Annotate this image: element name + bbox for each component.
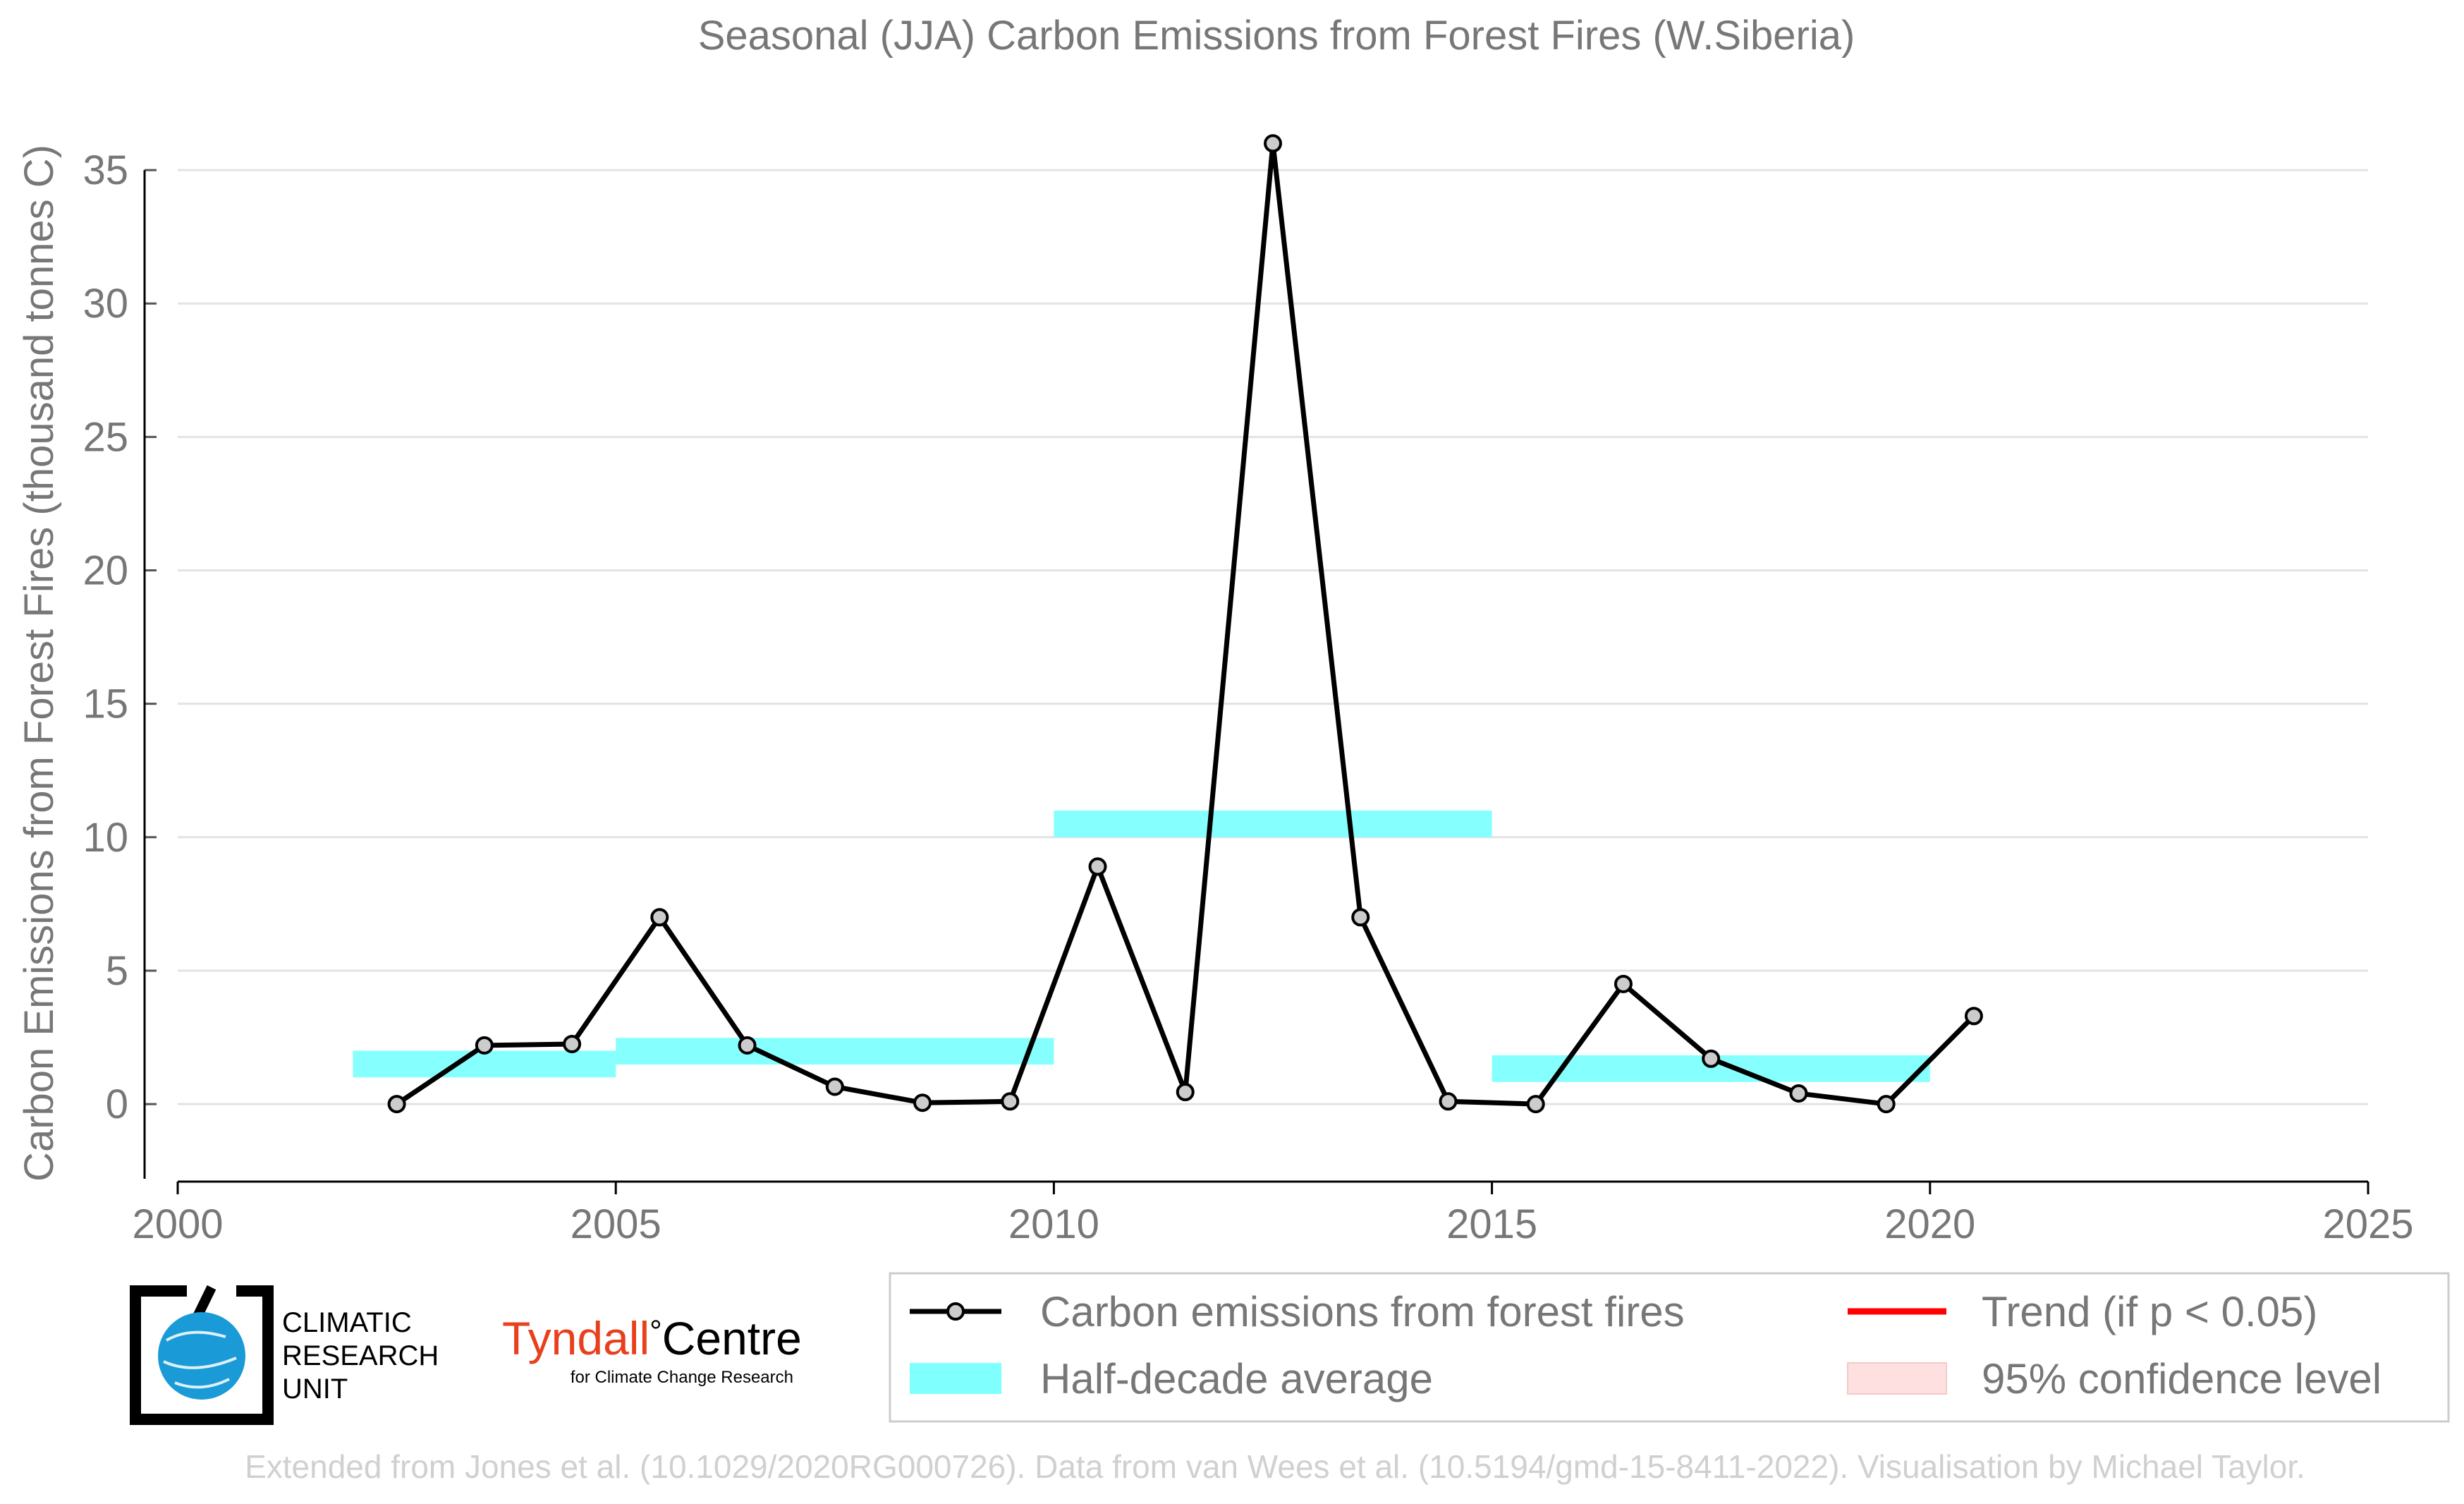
- cru-logo-line3: UNIT: [282, 1373, 348, 1405]
- emissions-point: [1264, 134, 1282, 153]
- emissions-point: [563, 1034, 582, 1053]
- emissions-point: [1702, 1049, 1721, 1068]
- half-decade-average-bar-2: [1054, 810, 1492, 837]
- x-tick-label-2020: 2020: [1884, 1201, 1975, 1247]
- emissions-point: [387, 1095, 406, 1114]
- y-tick-label-35: 35: [83, 147, 128, 193]
- half-decade-average-bar-0: [353, 1050, 616, 1078]
- tyndall-logo: Tyndall°Centre for Climate Change Resear…: [502, 1312, 802, 1387]
- emissions-point: [1001, 1092, 1020, 1111]
- x-tick-label-2000: 2000: [132, 1201, 223, 1247]
- globe-icon-swirl: [163, 1330, 237, 1389]
- y-tick-label-20: 20: [83, 548, 128, 594]
- emissions-point: [1351, 908, 1370, 927]
- emissions-point: [1614, 974, 1633, 993]
- tyndall-logo-subtitle: for Climate Change Research: [571, 1368, 793, 1387]
- x-tick-label-2005: 2005: [571, 1201, 661, 1247]
- legend-label-emissions: Carbon emissions from forest fires: [1040, 1288, 1685, 1335]
- legend-entry-confidence: 95% confidence level: [1847, 1355, 2381, 1402]
- legend-patch-half-decade: [910, 1363, 1001, 1394]
- legend: Carbon emissions from forest fires Trend…: [889, 1272, 2450, 1423]
- emissions-point: [1088, 857, 1107, 876]
- cru-logo-bracket-frame: [130, 1285, 274, 1425]
- tyndall-logo-name: Tyndall: [502, 1312, 649, 1364]
- y-tick-label-10: 10: [83, 815, 128, 861]
- y-tick-label-0: 0: [106, 1081, 128, 1127]
- legend-frame: [889, 1272, 2450, 1423]
- legend-patch-confidence: [1847, 1362, 1947, 1395]
- emissions-line: [395, 140, 1976, 1107]
- emissions-point: [913, 1093, 932, 1112]
- emissions-point: [1526, 1095, 1545, 1114]
- tyndall-logo-centre: Centre: [662, 1312, 802, 1364]
- y-tick-label-15: 15: [83, 681, 128, 727]
- emissions-point: [1439, 1092, 1458, 1111]
- svg-text:Tyndall°Centre: Tyndall°Centre: [502, 1312, 802, 1364]
- cru-logo-line2: RESEARCH: [282, 1340, 439, 1371]
- tyndall-logo-degree: °: [649, 1314, 662, 1349]
- y-tick-label-5: 5: [106, 948, 128, 994]
- emissions-point: [1789, 1084, 1808, 1103]
- x-tick-label-2010: 2010: [1008, 1201, 1099, 1247]
- cru-logo-line1: CLIMATIC: [282, 1307, 412, 1338]
- emissions-point: [825, 1077, 844, 1096]
- emissions-point: [1176, 1083, 1195, 1102]
- emissions-point: [738, 1036, 757, 1055]
- emissions-point: [1877, 1095, 1896, 1114]
- credit-text: Extended from Jones et al. (10.1029/2020…: [245, 1448, 2305, 1485]
- y-axis-label: Carbon Emissions from Forest Fires (thou…: [16, 145, 62, 1182]
- y-tick-label-25: 25: [83, 414, 128, 460]
- x-tick-label-2025: 2025: [2322, 1201, 2413, 1247]
- emissions-point: [475, 1036, 494, 1055]
- legend-label-half-decade: Half-decade average: [1040, 1355, 1433, 1402]
- legend-entry-half-decade: Half-decade average: [910, 1355, 1433, 1402]
- cru-logo: CLIMATIC RESEARCH UNIT: [130, 1285, 439, 1425]
- legend-entry-emissions: Carbon emissions from forest fires: [910, 1288, 1685, 1335]
- emissions-point: [1964, 1007, 1983, 1026]
- y-tick-label-30: 30: [83, 281, 128, 327]
- series-carbon-emissions: [387, 134, 1983, 1114]
- gridlines: [178, 169, 2368, 1105]
- legend-entry-trend: Trend (if p < 0.05): [1848, 1288, 2317, 1335]
- chart-title: Seasonal (JJA) Carbon Emissions from For…: [698, 13, 1855, 59]
- half-decade-average-bar-1: [616, 1038, 1054, 1065]
- legend-marker-emissions: [946, 1302, 965, 1321]
- x-tick-label-2015: 2015: [1446, 1201, 1537, 1247]
- legend-label-confidence: 95% confidence level: [1982, 1355, 2381, 1402]
- legend-label-trend: Trend (if p < 0.05): [1982, 1288, 2317, 1335]
- emissions-point: [650, 908, 669, 927]
